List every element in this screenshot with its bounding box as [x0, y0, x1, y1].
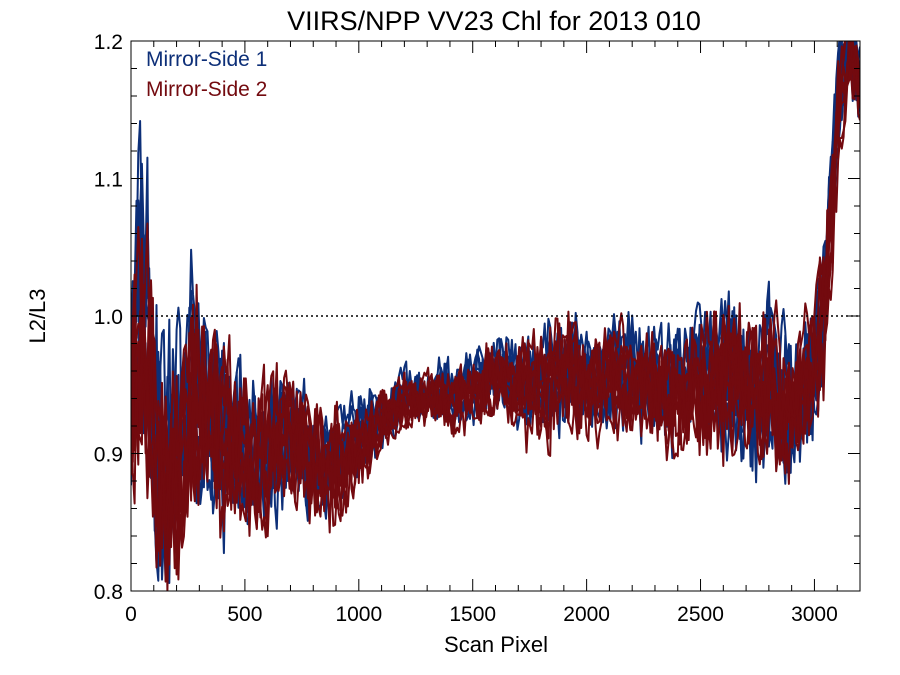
y-axis-label: L2/L3	[25, 288, 50, 343]
series-layer	[131, 41, 860, 591]
y-tick-label: 1.1	[94, 169, 123, 192]
x-axis-label: Scan Pixel	[444, 632, 548, 657]
x-tick-label-2000: 2000	[563, 603, 610, 626]
y-tick-label: 0.9	[94, 444, 123, 467]
y-tick-label: 1.0	[94, 306, 123, 329]
x-tick-label-2500: 2500	[677, 603, 724, 626]
x-tick-label-1500: 1500	[449, 603, 496, 626]
x-tick-label-0: 0	[125, 603, 137, 626]
y-tick-label: 0.8	[94, 581, 123, 604]
axis-ticks: 0 500 1000 1500 2000 2500 3000 0.8 0.9 1.0 1.1 1.2	[94, 31, 860, 626]
legend: Mirror-Side 1 Mirror-Side 2	[146, 48, 267, 101]
legend-entry-mirror-side-1: Mirror-Side 1	[146, 48, 267, 71]
chart-title: VIIRS/NPP VV23 Chl for 2013 010	[287, 6, 701, 36]
legend-entry-mirror-side-2: Mirror-Side 2	[146, 78, 267, 101]
series-line-2-5	[131, 58, 860, 581]
y-tick-label: 1.2	[94, 31, 123, 54]
x-tick-label-3000: 3000	[791, 603, 838, 626]
x-tick-label-500: 500	[227, 603, 262, 626]
series-line-2-8	[131, 44, 860, 583]
x-tick-label-1000: 1000	[335, 603, 382, 626]
